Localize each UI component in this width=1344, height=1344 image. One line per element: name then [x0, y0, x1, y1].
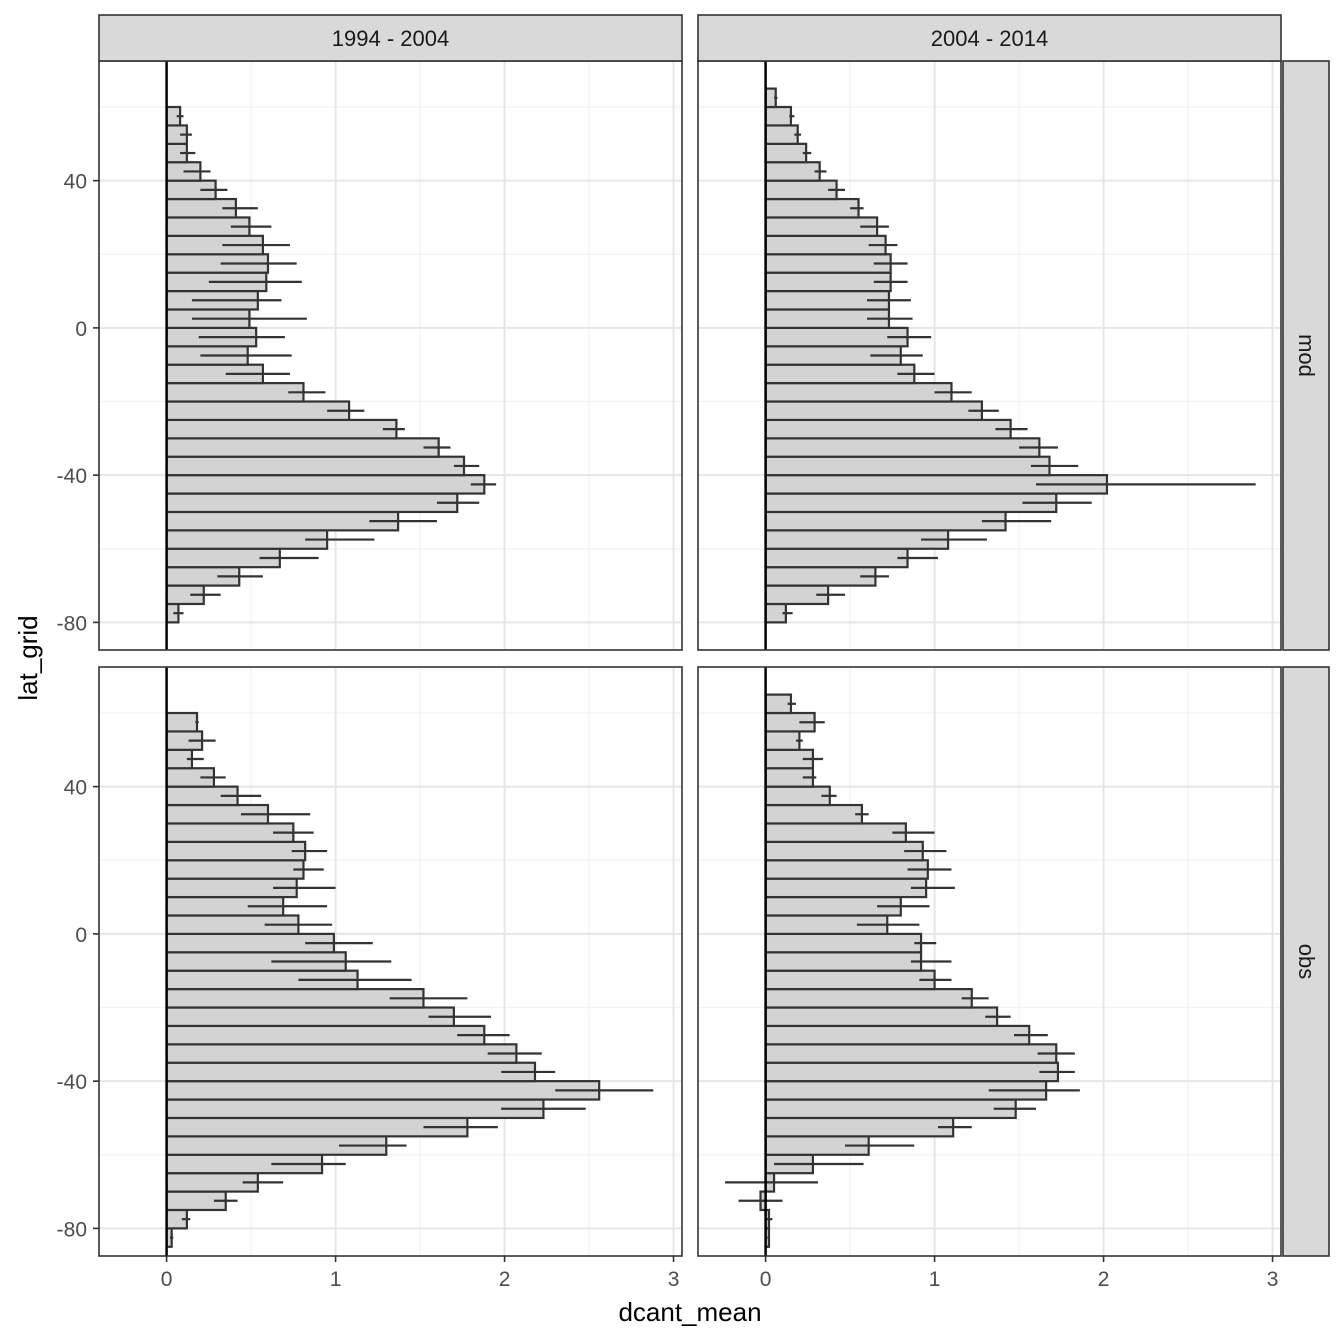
bar: [165, 418, 398, 440]
column-strip: [697, 14, 1282, 62]
bar: [764, 859, 929, 880]
bar: [764, 197, 860, 219]
bar: [764, 547, 909, 569]
panel-mod-1: [98, 60, 683, 651]
bar: [764, 1006, 999, 1028]
bar: [165, 437, 440, 458]
bar: [764, 492, 1058, 514]
bar: [764, 326, 909, 348]
y-tick-label: 0: [75, 924, 87, 947]
y-tick-label: -80: [57, 1218, 87, 1241]
x-tick-label: 0: [760, 1268, 772, 1291]
bar: [764, 951, 923, 972]
bar: [764, 179, 838, 201]
bar: [165, 400, 351, 422]
bar: [165, 1098, 545, 1120]
bar: [764, 840, 924, 862]
bar: [165, 859, 305, 880]
row-strip-label: mod: [1294, 334, 1319, 377]
bar: [764, 730, 801, 751]
bar: [764, 1024, 1031, 1046]
strips-layer: 1994 - 2004 2004 - 2014 mod obs: [98, 14, 1330, 1257]
y-tick-label: -40: [57, 465, 87, 488]
bar: [764, 529, 950, 550]
y-tick-label: 40: [64, 171, 87, 194]
bar: [764, 271, 892, 293]
y-tick-label: -80: [57, 612, 87, 635]
bar: [764, 142, 808, 164]
bar: [764, 105, 793, 127]
bar: [764, 877, 928, 899]
bar: [764, 785, 831, 807]
column-strip: [98, 14, 683, 62]
panel-mod-2: [697, 60, 1282, 651]
y-tick-label: 40: [64, 777, 87, 800]
bar: [764, 363, 916, 385]
bar: [764, 382, 953, 403]
y-tick-label: -40: [57, 1071, 87, 1094]
bar: [764, 161, 821, 182]
bar: [764, 693, 793, 715]
bar: [764, 455, 1051, 477]
bar: [165, 1061, 537, 1083]
bar: [764, 400, 983, 422]
bar: [165, 492, 459, 514]
bar: [764, 566, 877, 587]
bar: [764, 418, 1012, 440]
row-strip: [1282, 666, 1330, 1257]
x-tick-label: 1: [929, 1268, 941, 1291]
bar: [165, 1006, 455, 1028]
panel-obs-1: [98, 666, 683, 1257]
bar: [764, 437, 1041, 458]
axes-layer: -80 -40 0 40 -80 -40 0 40 0 1 2 3 0 1 2 3: [57, 171, 1279, 1291]
bar: [764, 969, 936, 991]
bar: [165, 1080, 601, 1101]
bar: [165, 382, 305, 403]
y-tick-label: 0: [75, 318, 87, 341]
bar: [165, 474, 486, 495]
bar: [165, 529, 329, 550]
bar: [764, 1116, 955, 1138]
row-strip: [1282, 60, 1330, 651]
column-strip-label: 1994 - 2004: [332, 26, 449, 51]
x-tick-label: 0: [161, 1268, 173, 1291]
bar: [764, 234, 887, 256]
bar: [165, 1116, 469, 1138]
bar: [764, 1098, 1017, 1120]
panel-border: [697, 666, 1282, 1257]
bar: [764, 124, 799, 145]
bar: [165, 455, 466, 477]
panels-layer: [98, 60, 1282, 1257]
bar: [165, 988, 425, 1009]
bar: [764, 822, 907, 843]
bar: [764, 1061, 1060, 1083]
row-strip-label: obs: [1294, 944, 1319, 979]
x-tick-label: 3: [668, 1268, 680, 1291]
x-axis-title: dcant_mean: [618, 1297, 761, 1327]
bar: [764, 253, 892, 274]
bar: [165, 1043, 518, 1064]
column-strip-label: 2004 - 2014: [931, 26, 1048, 51]
x-tick-label: 1: [330, 1268, 342, 1291]
y-axis-title: lat_grid: [13, 615, 43, 700]
bar: [764, 510, 1007, 532]
x-tick-label: 2: [499, 1268, 511, 1291]
bar: [165, 711, 199, 733]
bar: [764, 1043, 1058, 1064]
bar: [165, 510, 400, 532]
bar: [165, 840, 307, 862]
x-tick-label: 2: [1098, 1268, 1110, 1291]
bar: [764, 988, 973, 1009]
bar: [764, 932, 923, 954]
bar: [764, 803, 864, 825]
panel-border: [98, 666, 683, 1257]
x-tick-label: 3: [1267, 1268, 1279, 1291]
bar: [165, 1024, 486, 1046]
panel-obs-2: [697, 666, 1282, 1257]
